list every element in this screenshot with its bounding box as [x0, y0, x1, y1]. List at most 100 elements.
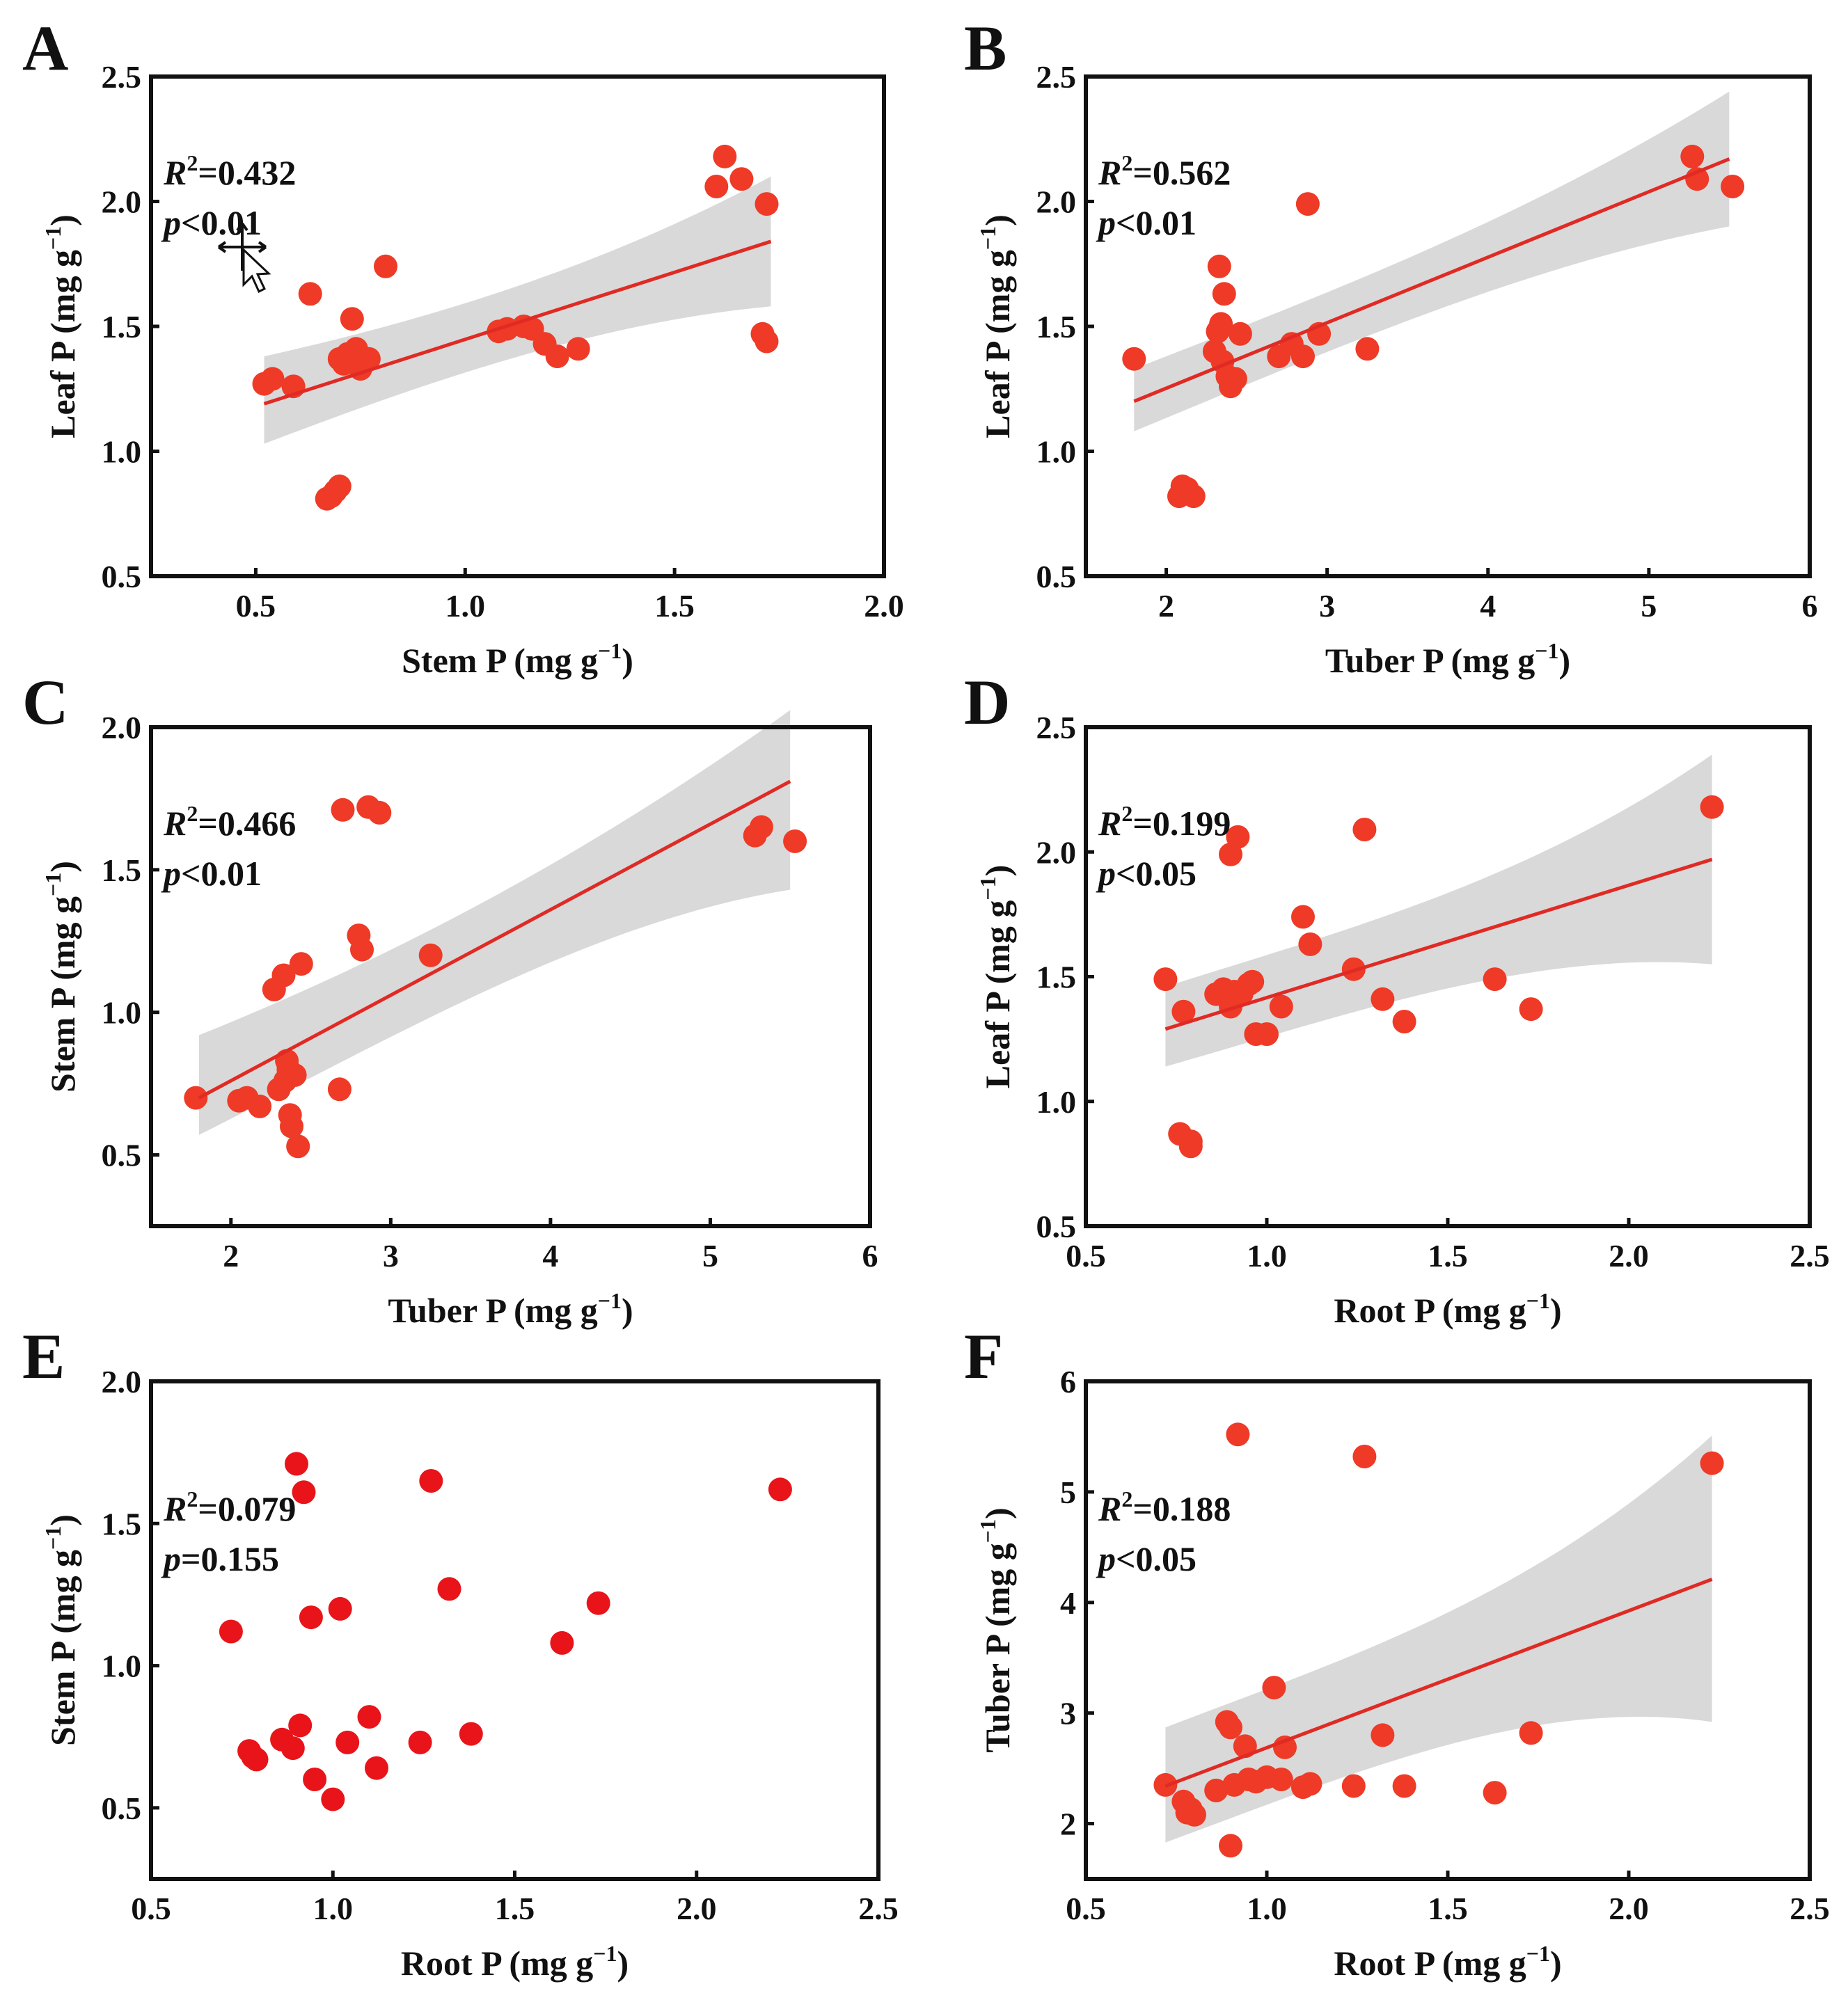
- p-symbol: p: [1096, 854, 1116, 893]
- y-axis-unit-close: ): [978, 865, 1017, 877]
- data-point: [783, 829, 807, 853]
- y-tick-label: 2.0: [1036, 184, 1077, 220]
- data-point: [550, 1630, 574, 1655]
- x-tick-label: 1.5: [654, 588, 695, 624]
- data-point: [357, 1705, 381, 1729]
- data-point: [1181, 484, 1206, 509]
- x-tick-label: 4: [1480, 588, 1496, 624]
- data-point: [1153, 967, 1178, 992]
- r-squared-value: =0.188: [1132, 1489, 1231, 1528]
- data-point: [1392, 1010, 1416, 1033]
- y-axis-label: Stem P (mg g: [43, 896, 82, 1093]
- data-point: [755, 329, 779, 354]
- y-tick-label: 0.5: [102, 1791, 142, 1826]
- y-tick-label: 5: [1060, 1475, 1076, 1510]
- data-point: [328, 1596, 352, 1621]
- data-point: [298, 282, 322, 306]
- data-point: [768, 1477, 792, 1502]
- data-point: [713, 144, 737, 168]
- data-point: [1207, 254, 1231, 278]
- y-tick-label: 0.5: [1036, 1209, 1077, 1244]
- data-point: [271, 963, 296, 987]
- x-tick-label: 2: [1158, 588, 1174, 624]
- y-tick-label: 1.0: [1036, 1084, 1077, 1120]
- x-tick-label: 6: [1802, 588, 1818, 624]
- p-value: <0.01: [181, 854, 262, 893]
- confidence-band: [1165, 1435, 1712, 1843]
- data-point: [365, 1756, 388, 1780]
- data-point: [1483, 967, 1507, 992]
- x-tick-label: 5: [702, 1238, 718, 1273]
- data-point: [1226, 1422, 1250, 1447]
- y-axis-unit-close: ): [978, 1507, 1017, 1519]
- y-tick-label: 2: [1060, 1807, 1076, 1842]
- y-axis-label: Stem P (mg g: [43, 1550, 82, 1746]
- x-tick-label: 2: [223, 1238, 239, 1273]
- panel-letter: E: [22, 1321, 65, 1392]
- data-point: [335, 1730, 360, 1754]
- y-tick-label: 1.5: [102, 309, 142, 344]
- data-point: [368, 800, 392, 825]
- data-point: [1483, 1781, 1507, 1805]
- data-point: [755, 192, 779, 216]
- r-superscript: 2: [1121, 150, 1132, 175]
- data-point: [1122, 347, 1146, 371]
- data-point: [244, 1747, 269, 1772]
- data-point: [299, 1605, 323, 1630]
- data-point: [408, 1730, 432, 1754]
- data-point: [1352, 1445, 1377, 1468]
- data-point: [1223, 367, 1247, 391]
- y-axis-unit-exponent: −1: [975, 876, 1000, 900]
- data-point: [1680, 144, 1705, 168]
- y-axis-unit-close: ): [978, 214, 1017, 226]
- data-point: [1291, 905, 1315, 929]
- x-tick-label: 0.5: [131, 1891, 171, 1926]
- p-value: =0.155: [181, 1539, 279, 1578]
- x-axis-unit-close: ): [1550, 1944, 1562, 1983]
- y-tick-label: 1.5: [102, 852, 142, 888]
- r-squared-annotation: R2=0.432: [163, 150, 296, 192]
- p-value-annotation: p=0.155: [161, 1539, 279, 1578]
- y-axis-title: Leaf P (mg g−1): [975, 214, 1017, 438]
- p-value-annotation: p<0.01: [161, 854, 262, 893]
- y-axis-label: Leaf P (mg g: [978, 900, 1017, 1089]
- r-superscript: 2: [187, 801, 198, 826]
- x-axis-unit-close: ): [1559, 641, 1571, 680]
- regression-line: [1133, 157, 1730, 404]
- x-axis-label: Stem P (mg g: [402, 641, 598, 680]
- r-squared-annotation: R2=0.562: [1098, 150, 1231, 192]
- p-value-annotation: p<0.01: [161, 203, 262, 242]
- data-point: [1352, 818, 1377, 841]
- x-tick-label: 2.0: [1609, 1891, 1649, 1926]
- confidence-band: [1165, 754, 1712, 1067]
- data-point: [1291, 344, 1315, 369]
- r-squared-value: =0.199: [1132, 804, 1231, 843]
- data-point: [331, 797, 355, 822]
- y-tick-label: 1.0: [102, 1649, 142, 1684]
- y-tick-label: 1.0: [102, 995, 142, 1031]
- x-tick-label: 2.0: [864, 588, 904, 624]
- y-axis-label: Leaf P (mg g: [43, 250, 82, 438]
- r-squared-annotation: R2=0.188: [1098, 1486, 1231, 1528]
- regression-line: [198, 779, 791, 1100]
- r-symbol: R: [163, 804, 187, 843]
- data-point: [1298, 932, 1322, 956]
- r-squared-annotation: R2=0.466: [163, 801, 296, 843]
- panel-a: A 0.5 1.0 1.5 2.0 0.5 1.0 1.5 2.0 2.5 Stem P (mg g…: [22, 13, 904, 680]
- data-point: [704, 175, 729, 198]
- r-symbol: R: [163, 1489, 187, 1528]
- r-superscript: 2: [1121, 1486, 1132, 1511]
- x-axis-unit-exponent: −1: [593, 1941, 617, 1966]
- data-point: [248, 1094, 272, 1118]
- data-point: [303, 1768, 327, 1791]
- data-point: [288, 1713, 313, 1738]
- data-point: [350, 937, 374, 962]
- p-symbol: p: [161, 854, 181, 893]
- p-value-annotation: p<0.05: [1096, 854, 1197, 893]
- y-tick-label: 0.5: [1036, 559, 1077, 594]
- data-point: [1519, 997, 1543, 1022]
- x-tick-label: 0.5: [236, 588, 276, 624]
- r-superscript: 2: [187, 150, 198, 175]
- y-axis-unit-exponent: −1: [40, 226, 65, 250]
